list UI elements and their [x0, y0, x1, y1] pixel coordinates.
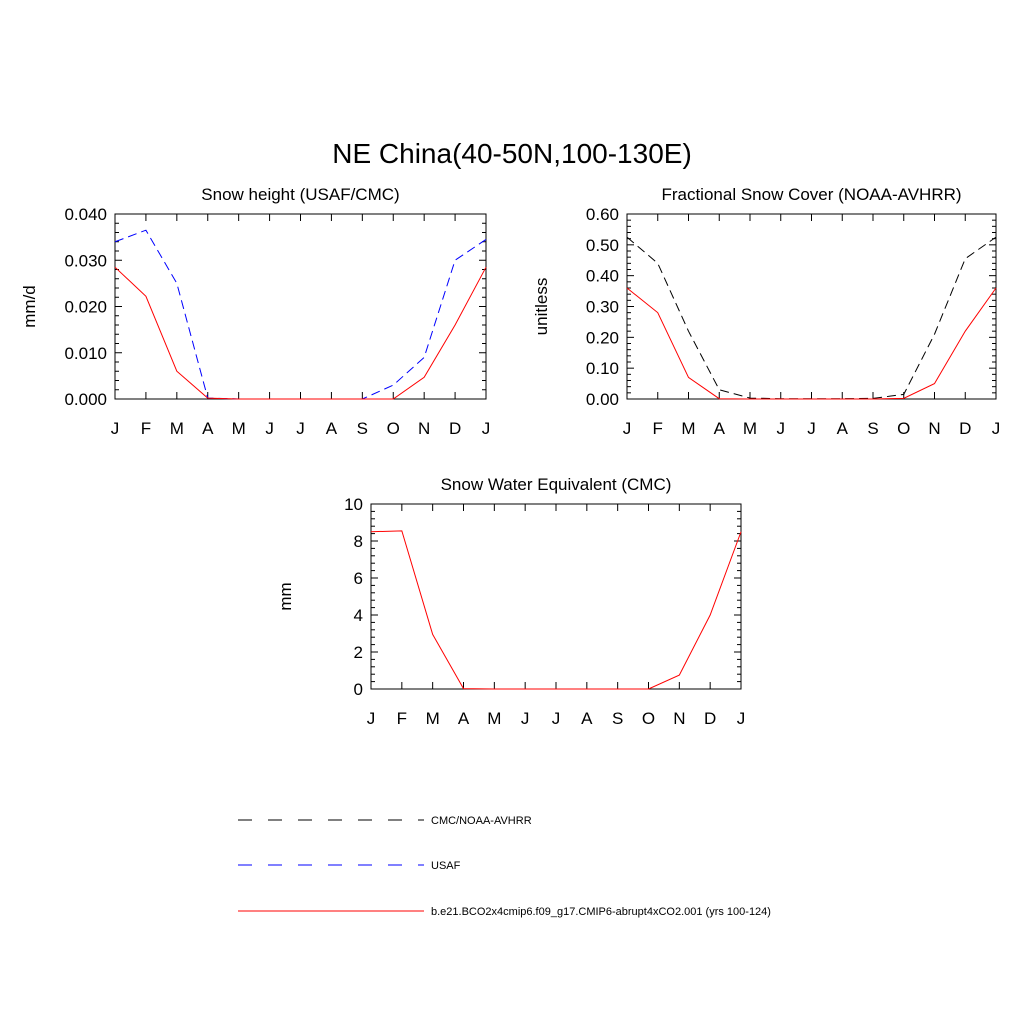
x-tick-label: J	[623, 419, 632, 438]
x-tick-label: S	[357, 419, 368, 438]
x-tick-label: J	[521, 709, 530, 728]
series-line-usaf	[114, 229, 487, 400]
x-tick-label: J	[737, 709, 746, 728]
x-tick-label: J	[367, 709, 376, 728]
y-tick-label: 0.030	[64, 251, 107, 270]
plot-frame	[370, 503, 742, 690]
series-line-model	[114, 266, 487, 400]
y-axis-label: unitless	[532, 278, 551, 336]
x-tick-label: J	[111, 419, 120, 438]
x-tick-label: M	[232, 419, 246, 438]
x-tick-label: A	[714, 419, 726, 438]
x-tick-label: F	[397, 709, 407, 728]
panel-fractional-snow-cover: Fractional Snow Cover (NOAA-AVHRR) unitle…	[532, 185, 1000, 438]
x-tick-label: M	[426, 709, 440, 728]
x-tick-label: J	[296, 419, 305, 438]
y-tick-label: 0.010	[64, 344, 107, 363]
y-tick-label: 4	[354, 606, 363, 625]
y-tick-label: 0.50	[586, 236, 619, 255]
x-tick-label: F	[653, 419, 663, 438]
x-tick-label: D	[449, 419, 461, 438]
x-tick-label: S	[867, 419, 878, 438]
x-tick-label: F	[141, 419, 151, 438]
x-tick-label: M	[487, 709, 501, 728]
y-tick-label: 0.30	[586, 298, 619, 317]
y-tick-label: 6	[354, 569, 363, 588]
x-tick-label: N	[418, 419, 430, 438]
panel-snow-height: Snow height (USAF/CMC)mm/dJ F M A M J J A S O N D J0…	[20, 185, 490, 438]
x-tick-label: M	[681, 419, 695, 438]
x-tick-label: J	[807, 419, 816, 438]
y-axis-label: mm	[276, 582, 295, 610]
panel-snow-water-equivalent: Snow Water Equivalent (CMC)mmJ F M A M J J A S O N…	[276, 475, 745, 728]
legend-label: CMC/NOAA-AVHRR	[431, 815, 532, 827]
series-line-model	[626, 287, 997, 400]
x-tick-label: O	[897, 419, 910, 438]
x-tick-label: D	[959, 419, 971, 438]
y-tick-label: 0	[354, 680, 363, 699]
panel-title: Snow Water Equivalent (CMC)	[441, 475, 672, 494]
x-tick-label: A	[202, 419, 214, 438]
x-tick-label: J	[992, 419, 1001, 438]
y-tick-label: 8	[354, 532, 363, 551]
x-tick-label: S	[612, 709, 623, 728]
x-tick-label: J	[265, 419, 274, 438]
x-tick-label: A	[581, 709, 593, 728]
y-axis-label: mm/d	[20, 285, 39, 328]
x-tick-label: A	[458, 709, 470, 728]
y-tick-label: 0.020	[64, 298, 107, 317]
y-tick-label: 0.60	[586, 205, 619, 224]
x-tick-label: M	[743, 419, 757, 438]
series-line-model	[370, 530, 742, 690]
x-tick-label: J	[552, 709, 561, 728]
panel-title: Snow height (USAF/CMC)	[201, 185, 399, 204]
x-tick-label: O	[387, 419, 400, 438]
panel-title: Fractional Snow Cover (NOAA-AVHRR)	[661, 185, 961, 204]
y-tick-label: 10	[344, 495, 363, 514]
x-tick-label: D	[704, 709, 716, 728]
x-tick-label: O	[642, 709, 655, 728]
x-tick-label: J	[777, 419, 786, 438]
x-tick-label: N	[673, 709, 685, 728]
legend-label: b.e21.BCO2x4cmip6.f09_g17.CMIP6-abrupt4x…	[431, 906, 771, 918]
y-tick-label: 0.20	[586, 328, 619, 347]
y-tick-label: 2	[354, 643, 363, 662]
y-tick-label: 0.00	[586, 390, 619, 409]
y-tick-label: 0.000	[64, 390, 107, 409]
y-tick-label: 0.40	[586, 267, 619, 286]
plot-frame	[626, 213, 997, 400]
x-tick-label: A	[326, 419, 338, 438]
x-tick-label: J	[482, 419, 491, 438]
legend: CMC/NOAA-AVHRR USAF b.e21.BCO2x4cmip6.f09_…	[238, 815, 771, 918]
series-line-cmc-noaa-avhrr	[626, 236, 997, 400]
y-tick-label: 0.10	[586, 359, 619, 378]
y-tick-label: 0.040	[64, 205, 107, 224]
figure-title: NE China(40-50N,100-130E)	[332, 138, 692, 169]
x-tick-label: N	[928, 419, 940, 438]
plot-frame	[114, 213, 487, 400]
x-tick-label: M	[170, 419, 184, 438]
legend-label: USAF	[431, 860, 461, 872]
x-tick-label: A	[837, 419, 849, 438]
